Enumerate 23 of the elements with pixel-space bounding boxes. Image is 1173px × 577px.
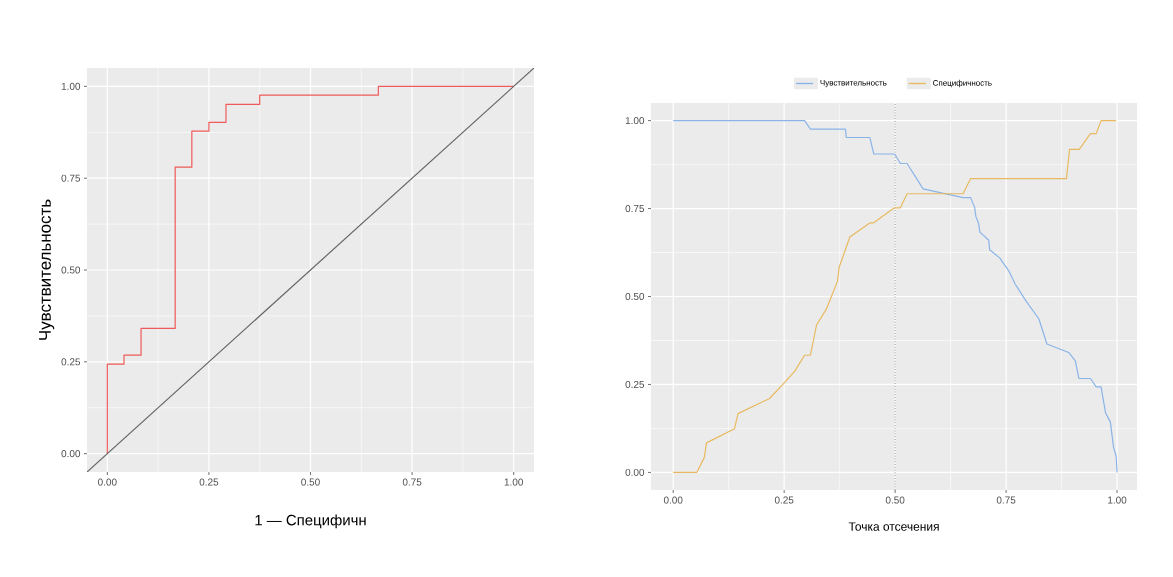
x-tick-label: 0.75 [996, 496, 1016, 504]
y-tick-label: 1.00 [61, 82, 81, 90]
y-tick-label: 0.50 [625, 292, 645, 301]
x-tick-label: 1.00 [504, 478, 523, 486]
x-axis-title: Точка отсечения [848, 522, 939, 531]
x-tick-label: 0.00 [98, 478, 117, 486]
y-tick-label: 0.00 [61, 450, 81, 458]
y-tick-label: 0.25 [625, 380, 645, 388]
y-axis-title: Чувствительность [39, 199, 55, 340]
x-tick-label: 0.50 [301, 478, 320, 486]
y-tick-label: 0.75 [625, 205, 645, 213]
y-tick-label: 0.00 [625, 468, 645, 476]
x-tick-label: 0.25 [199, 478, 219, 486]
x-axis-title: 1 — Специфичн [255, 514, 366, 529]
y-tick-label: 1.00 [625, 117, 645, 125]
x-tick-label: 1.00 [1108, 496, 1127, 504]
y-tick-label: 0.25 [61, 358, 81, 366]
y-tick-label: 0.75 [61, 174, 81, 182]
y-tick-label: 0.50 [61, 266, 81, 274]
x-tick-label: 0.75 [402, 478, 422, 486]
x-tick-label: 0.25 [774, 496, 794, 504]
x-tick-label: 0.50 [885, 496, 905, 504]
x-tick-label: 0.00 [663, 496, 683, 504]
